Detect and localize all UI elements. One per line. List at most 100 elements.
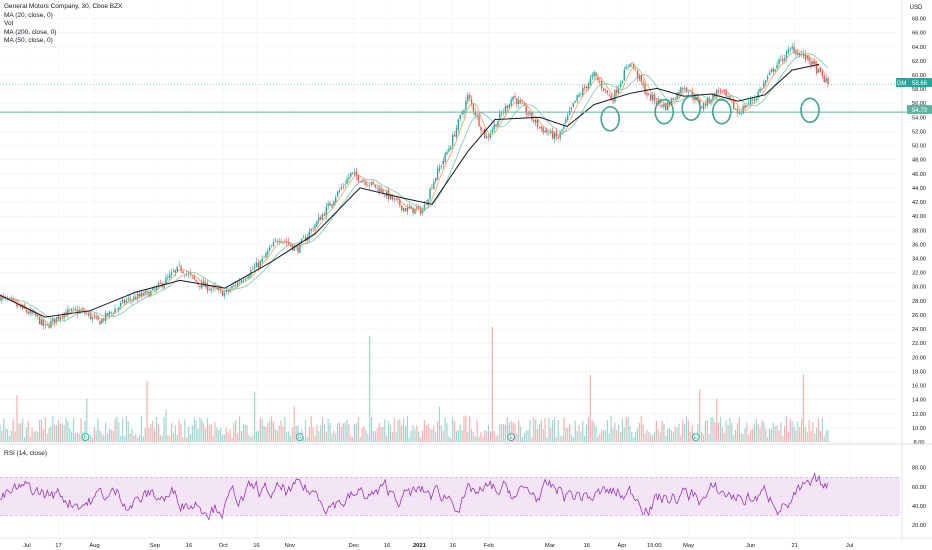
volume-bar	[420, 437, 422, 442]
candle-body	[18, 305, 20, 306]
candle-body	[333, 201, 335, 205]
volume-bar	[133, 435, 135, 442]
volume-bar	[39, 420, 41, 442]
candle-body	[787, 49, 790, 53]
support-level-line[interactable]	[0, 84, 907, 113]
candle-body	[774, 69, 776, 72]
candle-body	[270, 246, 273, 248]
volume-bar	[106, 433, 109, 442]
candle-body	[823, 76, 825, 83]
indicator-ma50[interactable]: MA (50, close, 0)	[4, 37, 53, 45]
volume-bar	[333, 430, 335, 442]
candle-body	[791, 46, 793, 49]
candle-body	[612, 98, 614, 102]
volume-bar	[753, 423, 756, 442]
drawn-annotations[interactable]	[600, 95, 820, 132]
volume-bar	[199, 417, 201, 442]
volume-bar	[476, 419, 478, 442]
candle-body	[740, 113, 742, 114]
volume-bar	[746, 422, 748, 442]
candle-body	[434, 178, 437, 182]
candle-body	[501, 113, 503, 114]
volume-bar	[29, 436, 31, 442]
volume-bar	[436, 421, 439, 442]
candle-body	[744, 105, 746, 109]
volume-bar	[555, 437, 558, 442]
candle-body	[427, 199, 429, 206]
candle-body	[691, 91, 693, 98]
candle-body	[252, 269, 254, 270]
volume-bar	[663, 424, 665, 442]
candle-body	[69, 309, 71, 311]
chart-title[interactable]: General Motors Company, 30, Cboe BZX	[4, 3, 123, 10]
volume-bar	[3, 418, 5, 442]
rsi-band	[0, 477, 900, 516]
volume-bar	[699, 389, 701, 442]
candle-body	[227, 290, 229, 292]
volume-bar	[6, 429, 9, 442]
time-tick-label: Jul	[846, 543, 853, 549]
price-tick-label: 26.00	[912, 313, 926, 319]
indicator-ma200[interactable]: MA (200, close, 0)	[4, 28, 57, 36]
volume-bar	[697, 423, 699, 442]
volume-bar	[640, 416, 642, 442]
volume-bar	[338, 422, 341, 442]
volume-bar	[616, 430, 618, 442]
volume-bar	[565, 427, 567, 442]
candle-body	[708, 98, 710, 103]
volume-bar	[736, 423, 739, 442]
volume-bar	[744, 428, 746, 442]
indicator-ma20[interactable]: MA (20, close, 0)	[4, 11, 53, 19]
rsi-indicator-label[interactable]: RSI (14, close)	[4, 450, 47, 457]
candle-body	[178, 264, 180, 266]
candle-body	[250, 270, 252, 276]
volume-bar	[493, 430, 495, 442]
volume-bar	[768, 428, 771, 442]
candle-body	[140, 292, 143, 297]
volume-bar	[506, 417, 508, 442]
volume-bar	[774, 426, 776, 442]
volume-bar	[584, 435, 586, 442]
volume-bar	[140, 416, 143, 442]
candle-body	[153, 289, 156, 290]
volume-bar	[110, 429, 112, 442]
candle-body	[672, 98, 675, 101]
candle-body	[329, 203, 331, 206]
candle-body	[410, 206, 412, 209]
volume-bar	[150, 424, 152, 442]
price-tick-label: 8.00	[914, 440, 925, 446]
time-tick-label: 16	[384, 543, 390, 549]
volume-bar	[602, 430, 605, 442]
volume-bar	[76, 433, 78, 442]
volume-bar	[246, 425, 248, 442]
ticker-badge-text: GM	[897, 81, 907, 87]
time-tick-label: 2021	[413, 543, 427, 549]
volume-bar	[791, 420, 793, 442]
price-tick-label: 16.00	[912, 384, 926, 390]
indicator-vol[interactable]: Vol	[4, 20, 14, 28]
candle-body	[393, 198, 395, 200]
candle-body	[331, 204, 333, 207]
volume-bar	[431, 429, 433, 442]
volume-bar	[308, 426, 310, 442]
candle-body	[263, 257, 265, 258]
volume-bar	[740, 433, 742, 442]
candle-body	[238, 281, 241, 283]
candle-body	[542, 127, 544, 133]
earnings-marker	[295, 433, 304, 441]
candle-body	[269, 247, 271, 251]
candle-body	[53, 318, 56, 323]
candle-body	[325, 206, 327, 217]
volume-bar	[470, 429, 473, 442]
volume-bar	[97, 418, 99, 442]
candle-body	[674, 99, 676, 101]
moving-averages	[0, 49, 829, 325]
candle-body	[689, 90, 692, 92]
candle-body	[548, 133, 550, 134]
time-tick-label: 16	[186, 543, 192, 549]
volume-bar	[435, 432, 437, 442]
volume-bar	[414, 429, 416, 442]
candle-body	[280, 241, 282, 243]
